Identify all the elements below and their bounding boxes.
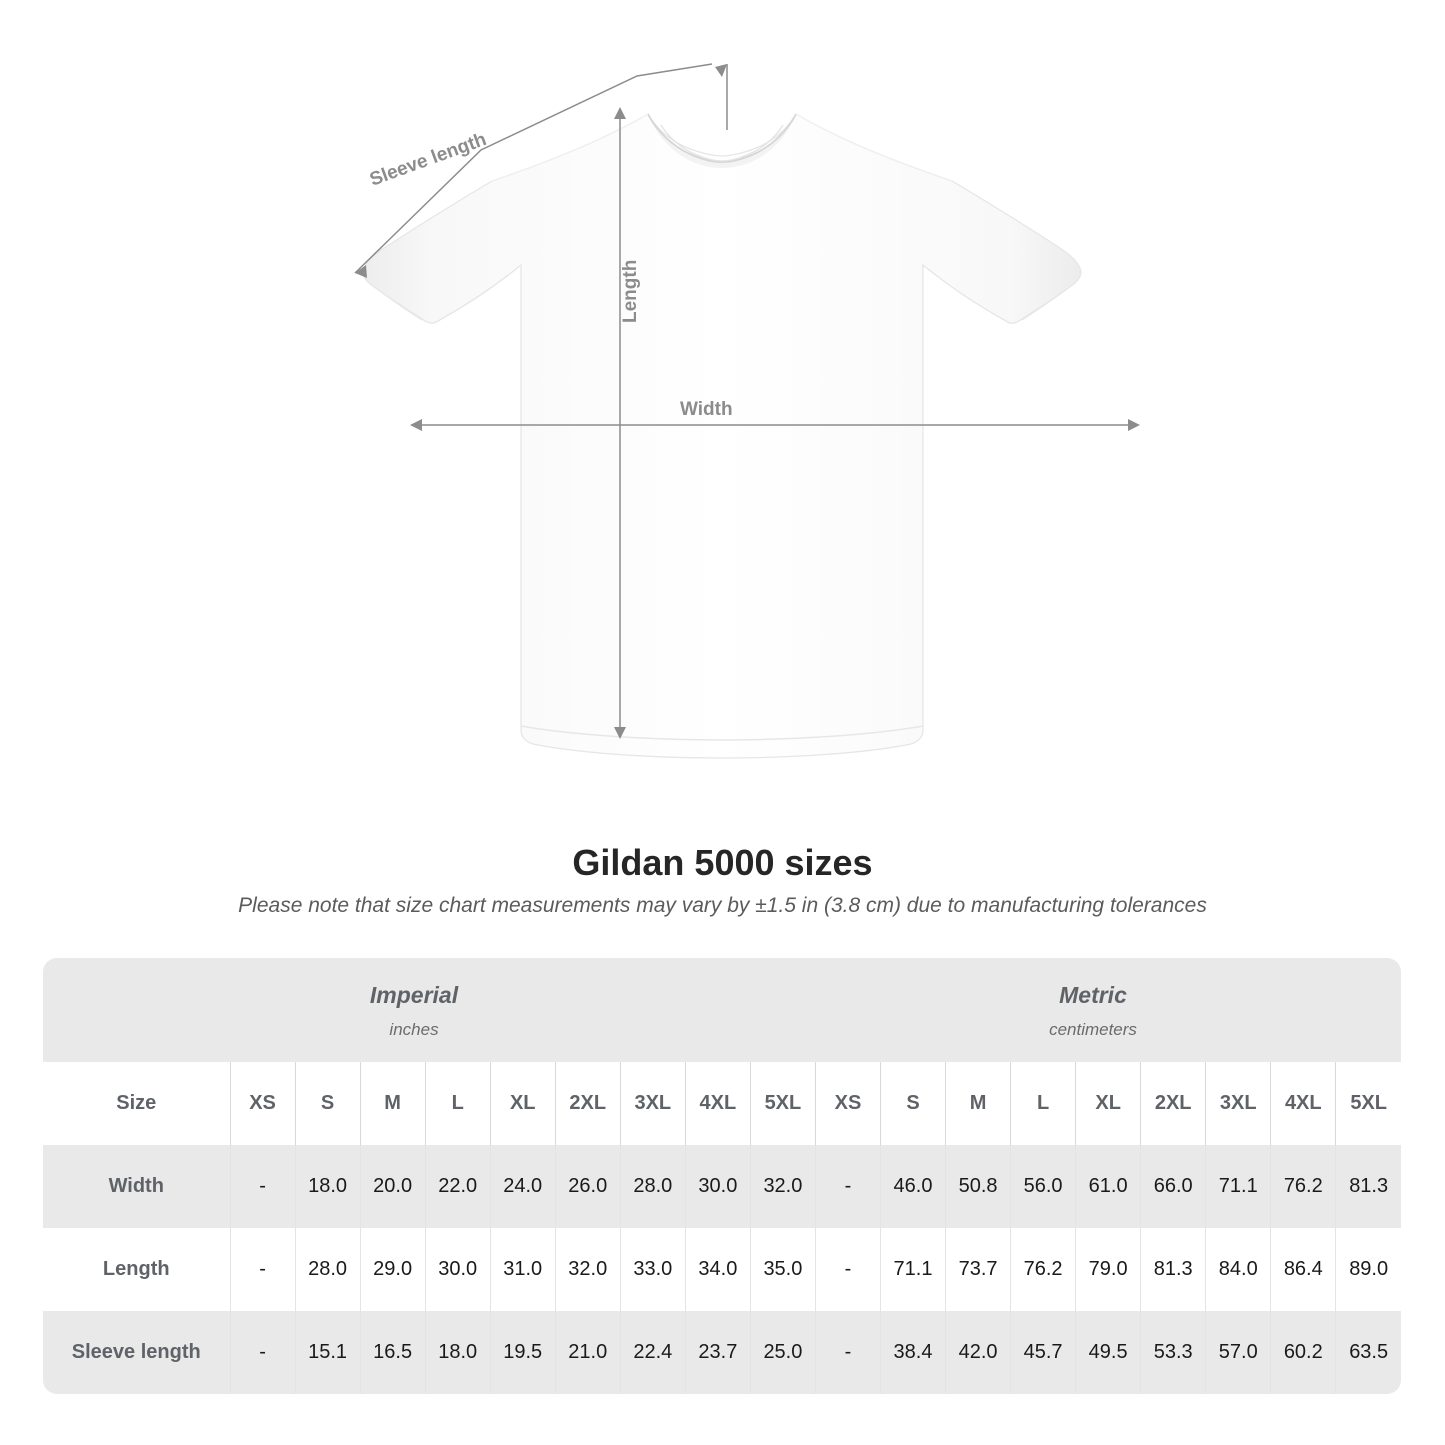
svg-text:Length: Length [620,260,641,323]
svg-text:Width: Width [680,399,733,420]
